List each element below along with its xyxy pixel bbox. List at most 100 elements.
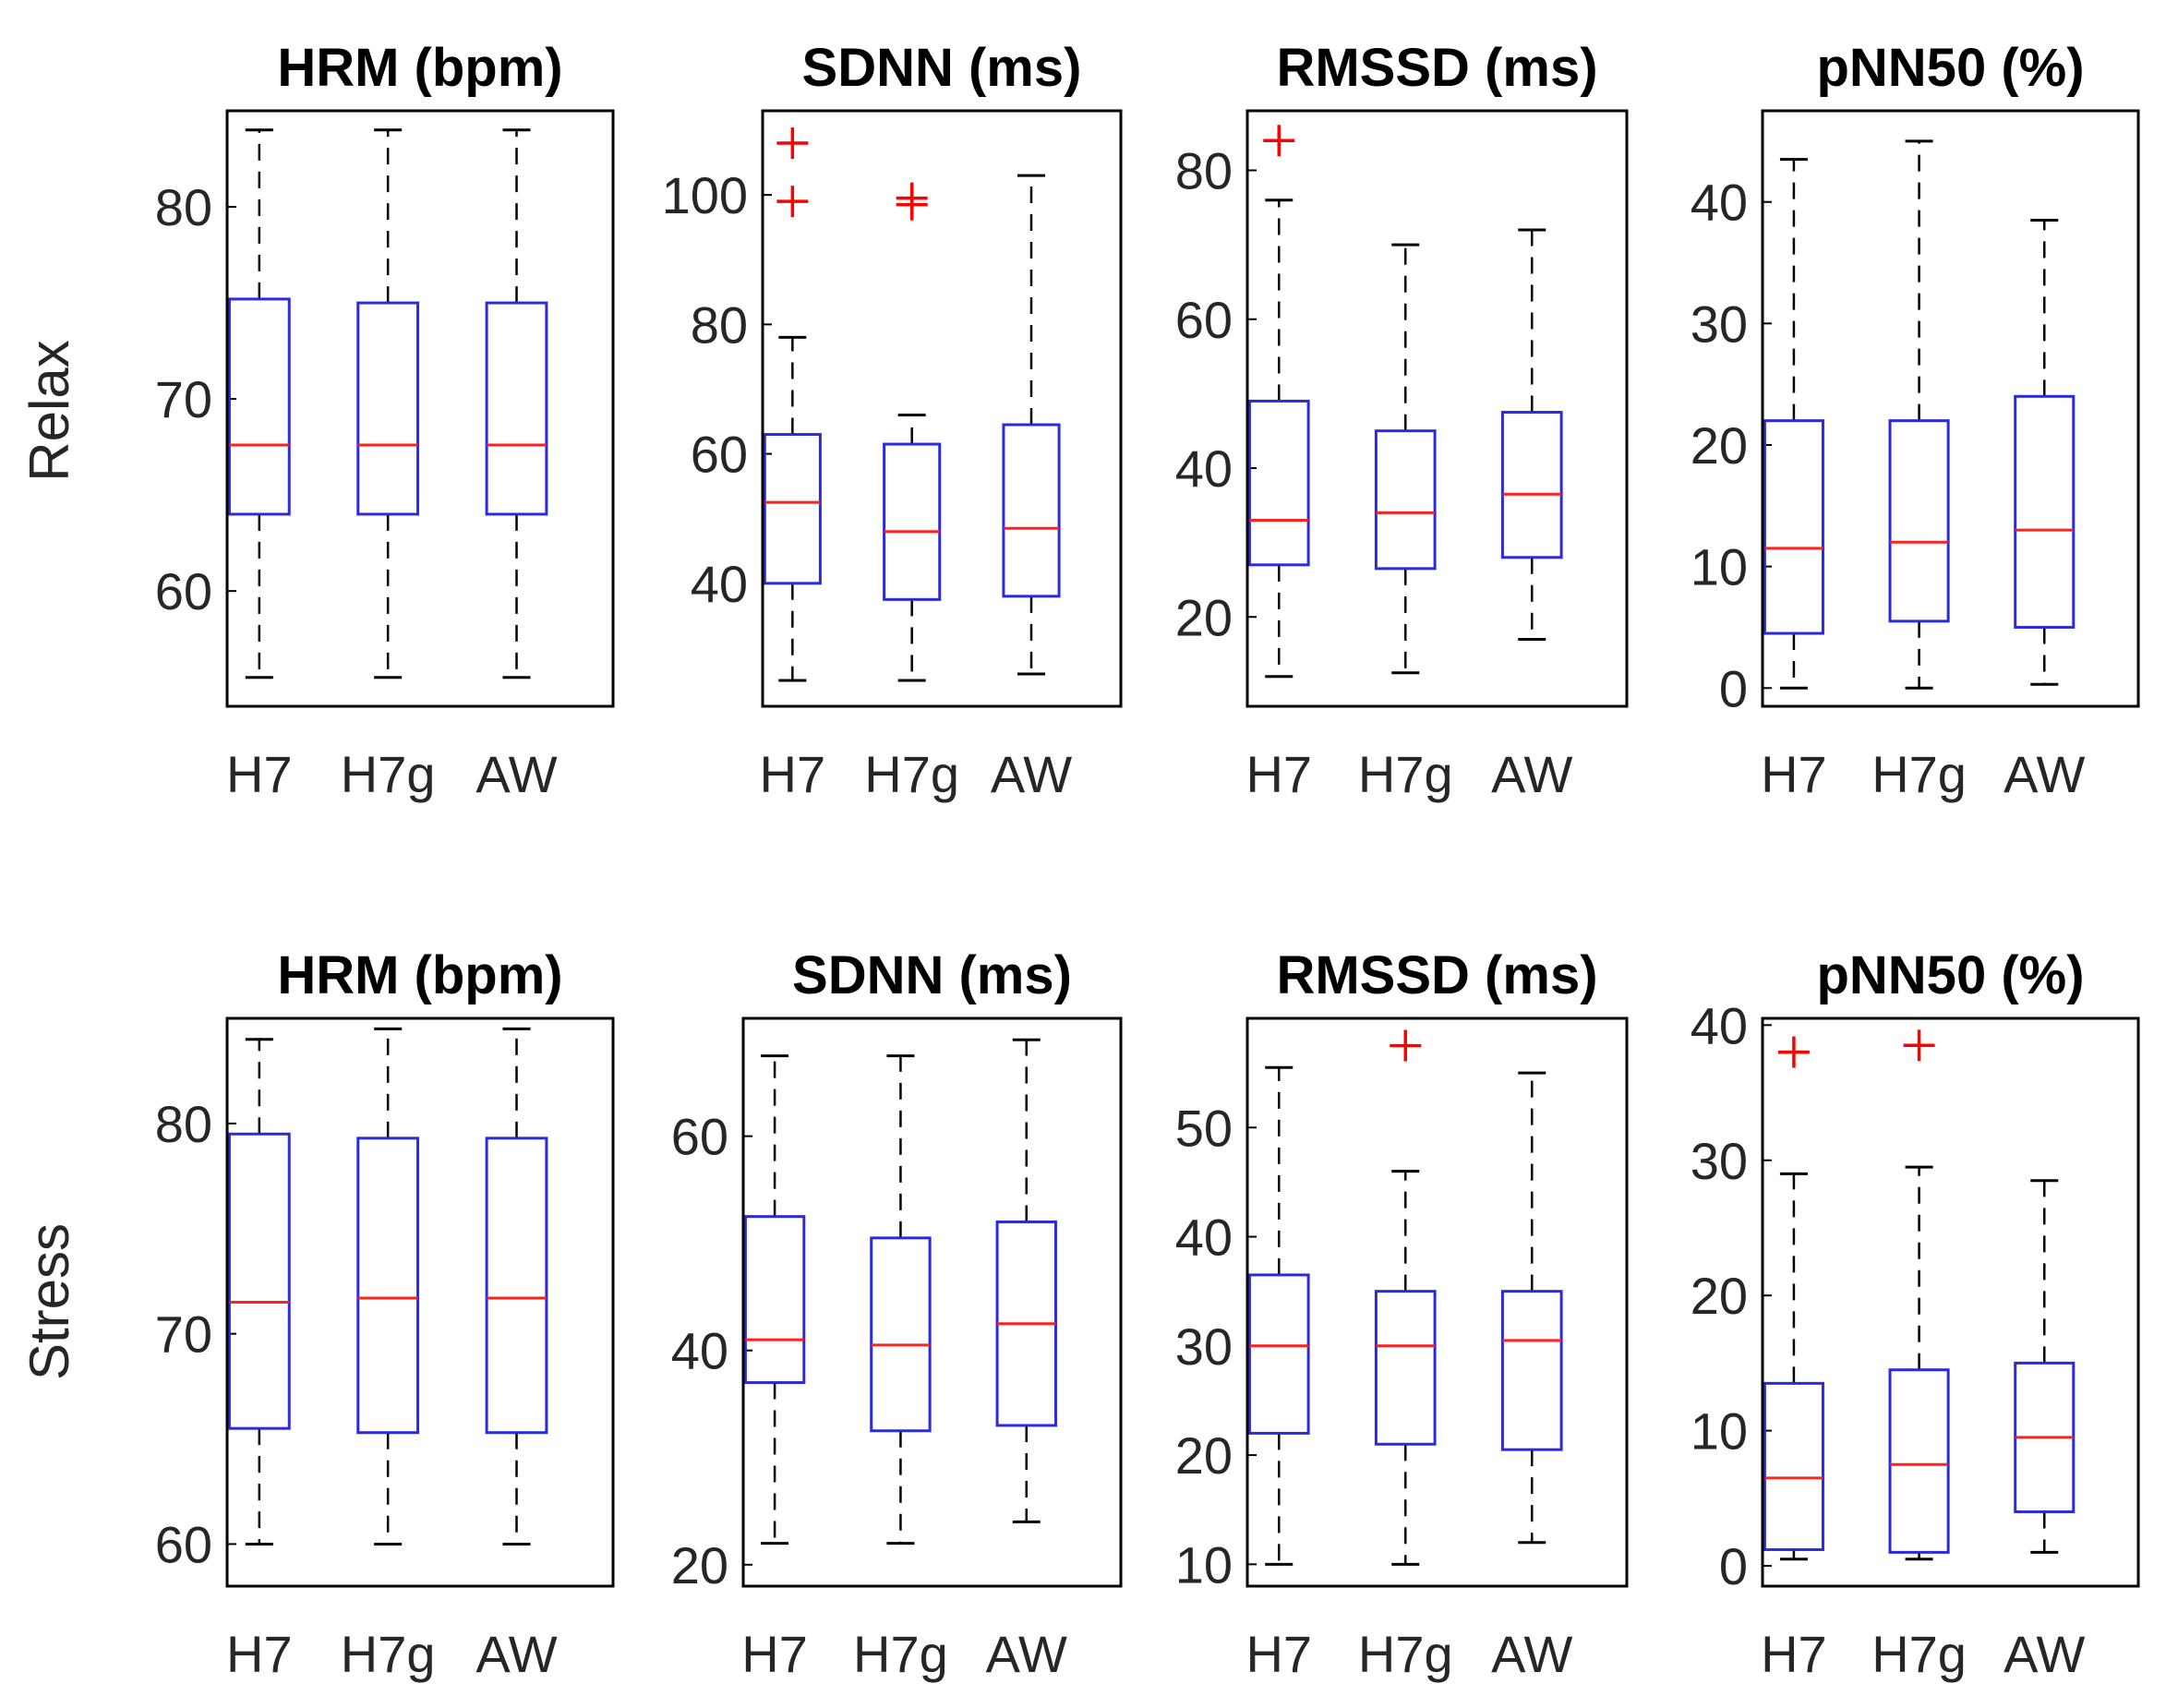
box-h7g [883,182,942,682]
box-h7g [1888,1029,1950,1561]
box-aw [485,128,548,680]
outlier-marker [1263,125,1295,157]
iqr-box [1374,429,1437,571]
iqr-box [1002,423,1061,598]
axes-frame [761,109,1123,708]
outlier-marker [776,127,809,160]
iqr-box [883,442,942,601]
axes-frame [225,1016,615,1588]
box-h7 [1247,1065,1310,1566]
panel-title: pNN50 (%) [1816,38,2084,98]
x-tick-label: H7g [853,1625,948,1683]
box-h7g [1374,243,1437,675]
x-tick-label: AW [475,745,557,803]
y-tick-label: 80 [1175,142,1233,200]
iqr-box [1500,411,1563,559]
x-tick-label: H7 [1761,745,1827,803]
y-tick-label: 0 [1719,1537,1748,1595]
iqr-box [1500,1290,1563,1451]
y-tick-label: 60 [671,1108,728,1166]
box-aw [1500,228,1563,641]
outlier-marker [1777,1036,1810,1068]
panel-stress-4: HRM (bpm) 60 70 80 H7 H7g AW [155,945,615,1683]
box-aw [1500,1071,1563,1545]
x-tick-label: H7 [741,1625,808,1683]
y-tick-label: 30 [1175,1317,1233,1376]
row-label-relax: Relax [18,340,80,481]
row-label-stress: Stress [18,1223,80,1380]
box-aw [2014,1179,2076,1554]
panel-relax-2: RMSSD (ms) 20 40 60 80 H7 H7g AW [1175,38,1629,803]
iqr-box [1374,1290,1437,1446]
y-tick-label: 20 [1175,1426,1233,1485]
iqr-box [1888,1368,1950,1554]
y-tick-label: 20 [671,1536,728,1594]
panel-relax-3: pNN50 (%) 0 10 20 30 40 H7 H7g AW [1691,38,2140,803]
box-h7 [227,128,291,680]
y-tick-label: 40 [691,555,748,613]
box-aw [485,1027,548,1546]
x-tick-label: H7 [1245,1625,1312,1683]
y-tick-label: 40 [1691,174,1748,232]
axes-frame [1245,109,1629,708]
x-tick-label: AW [986,1625,1067,1683]
iqr-box [227,297,291,516]
y-tick-label: 20 [1175,588,1233,646]
iqr-box [870,1236,932,1433]
box-h7g [356,1027,420,1546]
panel-stress-6: RMSSD (ms) 10 20 30 40 50 H7 H7g AW [1175,945,1629,1683]
panel-title: SDNN (ms) [792,945,1072,1005]
x-tick-label: AW [991,745,1072,803]
axes-frame [741,1016,1123,1588]
x-tick-label: H7g [341,745,436,803]
y-tick-label: 100 [662,166,748,224]
x-tick-label: AW [1491,745,1572,803]
iqr-box [1888,419,1950,623]
panel-stress-5: SDNN (ms) 20 40 60 H7 H7g AW [671,945,1123,1683]
x-tick-label: H7 [760,745,826,803]
panel-relax-1: SDNN (ms) 40 60 80 100 H7 H7g AW [662,38,1123,803]
y-tick-label: 70 [155,370,212,428]
y-tick-label: 80 [691,295,748,354]
y-tick-label: 60 [155,562,212,620]
iqr-box [763,433,822,585]
x-tick-label: AW [1491,1625,1572,1683]
iqr-box [356,1137,420,1435]
y-tick-label: 20 [1691,416,1748,475]
iqr-box [1763,1381,1824,1551]
x-tick-label: H7 [226,745,293,803]
box-h7 [1763,1036,1824,1561]
y-tick-label: 20 [1691,1267,1748,1325]
x-tick-label: H7g [341,1625,436,1683]
box-aw [2014,218,2076,686]
iqr-box [227,1132,291,1430]
x-tick-label: H7g [1358,1625,1453,1683]
x-tick-label: H7g [1871,745,1967,803]
outlier-marker [896,188,928,221]
outlier-marker [776,186,809,218]
box-aw [1002,174,1061,676]
axes-frame [1761,109,2140,708]
box-h7 [763,127,822,682]
y-tick-label: 10 [1691,1402,1748,1461]
axes-frame [1245,1016,1629,1588]
y-tick-label: 80 [155,178,212,236]
iqr-box [485,301,548,516]
iqr-box [356,301,420,516]
box-h7 [1247,125,1310,679]
box-h7 [1763,158,1824,690]
panel-title: SDNN (ms) [802,38,1082,98]
y-tick-label: 50 [1175,1099,1233,1157]
panel-stress-7: pNN50 (%) 0 10 20 30 40 H7 H7g AW [1691,945,2140,1683]
y-tick-label: 40 [671,1322,728,1380]
panel-title: HRM (bpm) [277,945,562,1005]
y-tick-label: 40 [1175,439,1233,498]
panel-title: HRM (bpm) [277,38,562,98]
y-tick-label: 0 [1719,659,1748,717]
y-tick-label: 60 [691,426,748,484]
y-tick-label: 30 [1691,295,1748,353]
panel-relax-0: HRM (bpm) 60 70 80 H7 H7g AW [155,38,615,803]
axes-frame [225,109,615,708]
x-tick-label: H7 [1761,1625,1827,1683]
y-tick-label: 80 [155,1095,212,1153]
